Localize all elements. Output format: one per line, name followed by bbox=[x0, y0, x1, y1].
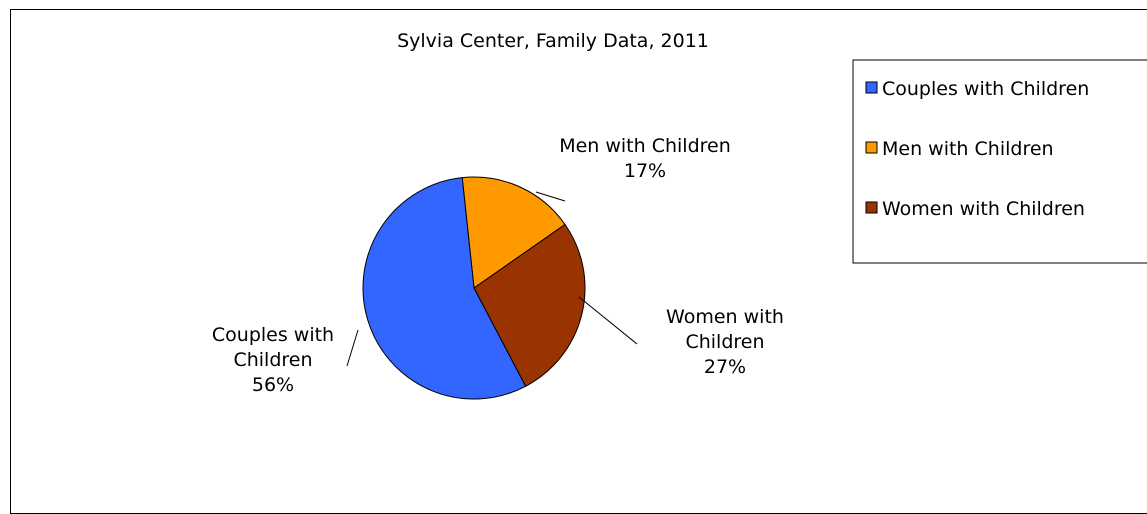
data-label-couples-with-children: Couples with Children 56% bbox=[212, 324, 334, 396]
data-label-men-with-children: Men with Children 17% bbox=[559, 135, 731, 182]
legend-item-women-with-children: Women with Children bbox=[865, 198, 1085, 220]
leader-line bbox=[346, 329, 359, 367]
pie-slices bbox=[362, 176, 586, 400]
legend-label: Men with Children bbox=[882, 138, 1054, 160]
data-label-women-with-children: Women with Children 27% bbox=[666, 306, 784, 378]
legend-item-couples-with-children: Couples with Children bbox=[865, 78, 1089, 100]
legend-label: Couples with Children bbox=[882, 78, 1089, 100]
legend-box bbox=[852, 59, 1147, 264]
legend-item-men-with-children: Men with Children bbox=[865, 138, 1054, 160]
legend-swatch bbox=[865, 201, 878, 214]
data-labels: Couples with Children 56% Men with Children… bbox=[212, 135, 784, 396]
slice-women-with-children bbox=[473, 223, 586, 387]
legend-swatch bbox=[865, 81, 878, 94]
legend-swatch bbox=[865, 141, 878, 154]
legend-label: Women with Children bbox=[882, 198, 1085, 220]
leader-line bbox=[535, 191, 566, 202]
chart-title: Sylvia Center, Family Data, 2011 bbox=[397, 30, 709, 52]
legend: Couples with Children Men with Children Wo… bbox=[852, 59, 1147, 264]
slice-couples-with-children bbox=[362, 177, 527, 400]
label-leader-lines bbox=[346, 191, 638, 367]
leader-line bbox=[578, 296, 638, 345]
slice-men-with-children bbox=[461, 176, 566, 289]
